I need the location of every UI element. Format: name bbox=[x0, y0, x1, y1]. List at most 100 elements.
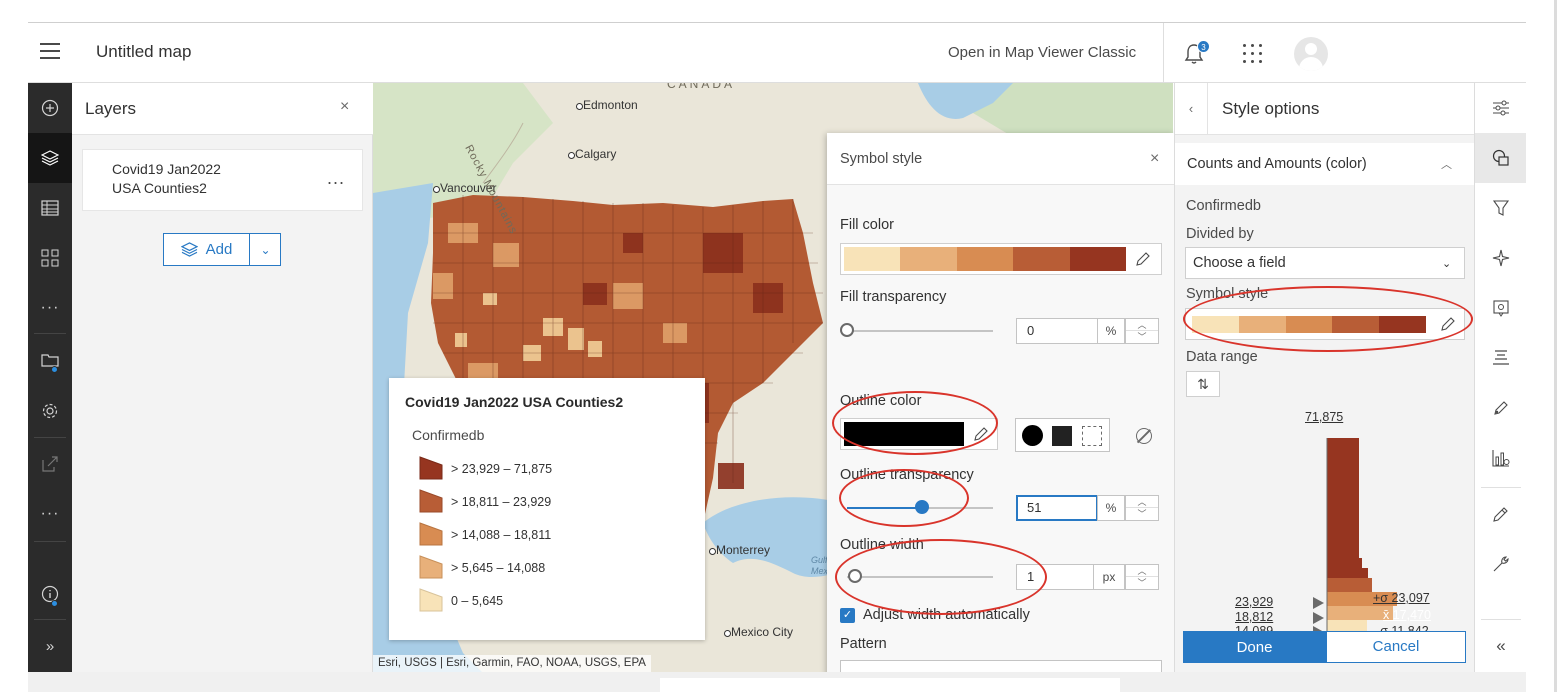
close-icon[interactable]: × bbox=[340, 98, 350, 115]
outline-transparency-label: Outline transparency bbox=[840, 467, 974, 483]
add-layer-button[interactable]: Add ⌄ bbox=[163, 233, 281, 266]
fill-transparency-input[interactable]: 0 bbox=[1016, 318, 1098, 344]
map-title[interactable]: Untitled map bbox=[96, 42, 192, 61]
outline-transparency-stepper[interactable]: ︿ ﹀ bbox=[1125, 495, 1159, 521]
ramp-swatch bbox=[1013, 247, 1070, 271]
style-section-header[interactable]: Counts and Amounts (color) ︿ bbox=[1175, 143, 1475, 185]
chevron-up-icon[interactable]: ︿ bbox=[1126, 319, 1158, 331]
cancel-button[interactable]: Cancel bbox=[1326, 631, 1466, 663]
fill-color-ramp-picker[interactable] bbox=[840, 243, 1162, 275]
fill-transparency-stepper[interactable]: ︿ ﹀ bbox=[1125, 318, 1159, 344]
outline-width-input[interactable]: 1 bbox=[1016, 564, 1094, 590]
more-icon[interactable]: ··· bbox=[40, 299, 60, 316]
legend-icon[interactable] bbox=[28, 233, 72, 283]
more-icon[interactable]: ··· bbox=[40, 505, 60, 522]
fill-transparency-slider[interactable] bbox=[847, 330, 993, 332]
expand-icon[interactable]: » bbox=[45, 637, 55, 655]
outline-transparency-input[interactable]: 51 bbox=[1016, 495, 1098, 521]
square-shape-icon[interactable] bbox=[1052, 426, 1072, 446]
circle-shape-icon[interactable] bbox=[1022, 425, 1043, 446]
toolbar-separator bbox=[1481, 487, 1521, 488]
chevron-left-icon[interactable]: ‹ bbox=[1175, 83, 1208, 135]
range-handle[interactable] bbox=[1313, 612, 1324, 624]
ramp-swatch bbox=[900, 247, 957, 271]
outline-width-slider[interactable] bbox=[847, 576, 993, 578]
wrench-icon[interactable] bbox=[1475, 539, 1526, 589]
info-notification-dot bbox=[51, 600, 58, 607]
chevron-down-icon[interactable]: ⌄ bbox=[260, 242, 271, 257]
sketch-icon[interactable] bbox=[1475, 383, 1526, 433]
apps-grid-icon[interactable] bbox=[1242, 43, 1264, 65]
charts-icon[interactable] bbox=[1475, 433, 1526, 483]
layers-icon[interactable] bbox=[28, 133, 72, 183]
city-label: Edmonton bbox=[576, 98, 638, 112]
chevron-down-icon[interactable]: ﹀ bbox=[1137, 509, 1147, 519]
filter-icon[interactable] bbox=[1475, 183, 1526, 233]
dashed-outline-icon[interactable] bbox=[1082, 426, 1102, 446]
open-map-viewer-classic-link[interactable]: Open in Map Viewer Classic bbox=[948, 44, 1137, 61]
gulf-label: Gulf of Mexico bbox=[811, 555, 840, 576]
edit-icon[interactable] bbox=[1475, 489, 1526, 539]
chevron-down-icon[interactable]: ﹀ bbox=[1137, 578, 1147, 588]
layer-item[interactable]: Covid19 Jan2022 USA Counties2 ... bbox=[82, 149, 363, 211]
layers-panel-header: Layers × bbox=[72, 83, 373, 135]
fill-color-ramp bbox=[844, 247, 1127, 271]
range-handle[interactable] bbox=[1313, 597, 1324, 609]
add-button-label: Add bbox=[205, 241, 233, 258]
add-icon[interactable] bbox=[28, 83, 72, 133]
ramp-swatch bbox=[1332, 316, 1380, 333]
divided-by-select[interactable]: Choose a field ⌄ bbox=[1185, 247, 1465, 279]
chevron-up-icon[interactable]: ︿ bbox=[1126, 496, 1158, 508]
toolbar-separator bbox=[34, 437, 66, 438]
fill-transparency-thumb[interactable] bbox=[840, 323, 854, 337]
share-icon[interactable] bbox=[28, 439, 72, 489]
chevron-down-icon[interactable]: ﹀ bbox=[1137, 332, 1147, 342]
pencil-icon[interactable] bbox=[1440, 316, 1456, 332]
effects-icon[interactable] bbox=[1475, 233, 1526, 283]
layer-options-icon[interactable]: ... bbox=[327, 168, 346, 188]
outline-transparency-thumb[interactable] bbox=[915, 500, 929, 514]
layer-name-line2: USA Counties2 bbox=[112, 180, 207, 196]
symbol-style-ramp-picker[interactable] bbox=[1185, 308, 1465, 340]
layers-panel: Layers × Covid19 Jan2022 USA Counties2 .… bbox=[72, 83, 373, 672]
pencil-icon[interactable] bbox=[973, 426, 989, 442]
popups-icon[interactable] bbox=[1475, 283, 1526, 333]
map-attribution: Esri, USGS | Esri, Garmin, FAO, NOAA, US… bbox=[373, 655, 651, 672]
toolbar-separator bbox=[1481, 619, 1521, 620]
adjust-width-checkbox[interactable]: ✓ bbox=[840, 608, 855, 623]
collapse-icon[interactable]: « bbox=[1496, 636, 1506, 655]
fill-transparency-label: Fill transparency bbox=[840, 289, 947, 305]
table-icon[interactable] bbox=[28, 183, 72, 233]
std-dev-label: +σ 23,097 bbox=[1373, 591, 1430, 605]
symbol-style-body: Fill color Fill transparency 0 % ︿ ﹀ Outl… bbox=[827, 185, 1174, 672]
outline-width-stepper[interactable]: ︿ ﹀ bbox=[1125, 564, 1159, 590]
header-divider bbox=[1163, 23, 1164, 83]
histogram-max-label: 71,875 bbox=[1305, 410, 1344, 424]
user-avatar-icon[interactable] bbox=[1294, 37, 1328, 71]
left-toolbar: ··· ··· » bbox=[28, 83, 72, 672]
swap-icon[interactable]: ⇅ bbox=[1186, 371, 1220, 397]
info-icon[interactable] bbox=[28, 569, 72, 619]
chevron-up-icon[interactable]: ︿ bbox=[1441, 159, 1452, 171]
folder-icon[interactable] bbox=[28, 335, 72, 385]
add-button-main[interactable]: Add bbox=[164, 234, 250, 265]
map-viewer-app: Untitled map Open in Map Viewer Classic … bbox=[28, 22, 1526, 672]
close-icon[interactable]: × bbox=[1150, 150, 1160, 167]
hamburger-icon[interactable] bbox=[40, 43, 60, 61]
toolbar-separator bbox=[34, 541, 66, 542]
adjust-width-label: Adjust width automatically bbox=[863, 607, 1030, 623]
outline-transparency-fill bbox=[847, 507, 922, 509]
range-handle-label: 18,812 bbox=[1235, 610, 1274, 624]
styles-icon[interactable] bbox=[1475, 133, 1526, 183]
properties-icon[interactable] bbox=[1475, 83, 1526, 133]
pencil-icon[interactable] bbox=[1135, 251, 1151, 267]
outline-color-picker[interactable] bbox=[840, 418, 998, 450]
city-label: Mexico City bbox=[723, 625, 794, 639]
outline-width-thumb[interactable] bbox=[848, 569, 862, 583]
chevron-up-icon[interactable]: ︿ bbox=[1126, 565, 1158, 577]
gear-icon[interactable] bbox=[28, 386, 72, 436]
pattern-select[interactable]: ⌄ bbox=[840, 660, 1162, 672]
no-outline-icon[interactable] bbox=[1136, 428, 1152, 444]
labels-icon[interactable] bbox=[1475, 333, 1526, 383]
done-button[interactable]: Done bbox=[1183, 631, 1326, 663]
